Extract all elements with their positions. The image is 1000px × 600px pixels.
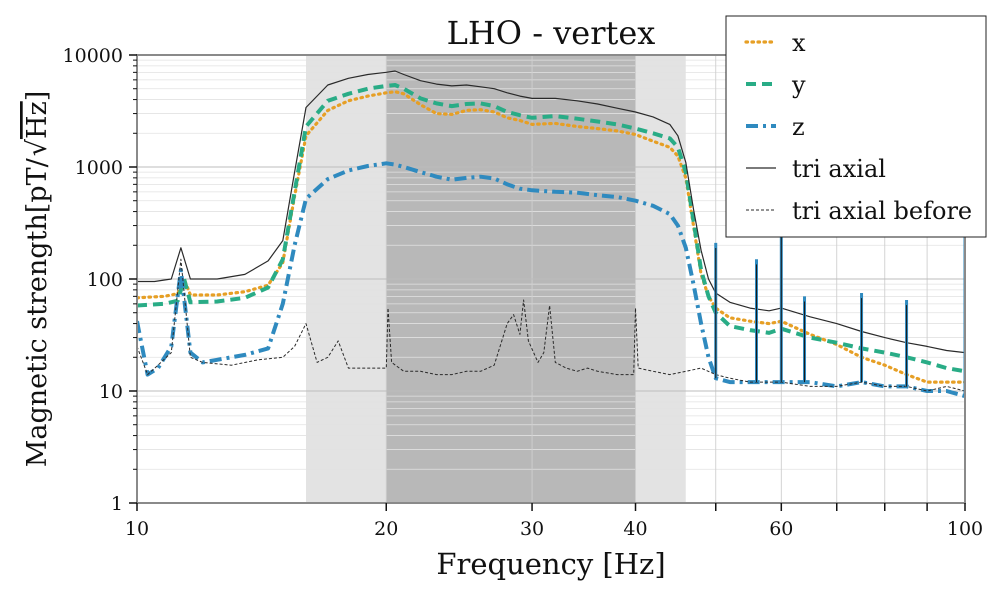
y-tick-label: 10 — [99, 381, 123, 403]
sqrt-symbol: √ — [22, 138, 53, 156]
x-tick-label: 100 — [947, 518, 983, 540]
y-axis-label-prefix: Magnetic strength[pT/ — [22, 157, 53, 467]
legend-frame — [725, 15, 987, 238]
legend-label: z — [792, 113, 805, 141]
legend-label: tri axial before — [792, 197, 972, 225]
svg-text:Magnetic strength[pT/√Hz]: Magnetic strength[pT/√Hz] — [22, 91, 53, 468]
legend-label: y — [791, 71, 806, 99]
legend-label: x — [792, 29, 806, 57]
x-axis-label: Frequency [Hz] — [436, 547, 665, 581]
x-tick-label: 10 — [125, 518, 149, 540]
legend: xyz tri axial tri axial before — [725, 15, 987, 238]
x-tick-label: 20 — [374, 518, 398, 540]
y-axis-label-radicand: Hz — [22, 101, 53, 139]
series-y — [137, 83, 965, 374]
legend-label: tri axial — [792, 155, 886, 183]
x-tick-label: 40 — [623, 518, 647, 540]
y-tick-label: 100 — [87, 269, 123, 291]
y-axis-label: Magnetic strength[pT/√Hz] — [22, 91, 53, 468]
x-tick-label: 30 — [520, 518, 544, 540]
series-tri-axial-before — [137, 258, 965, 392]
series-tri-axial — [137, 70, 965, 354]
y-tick-label: 1000 — [75, 157, 123, 179]
chart-title: LHO - vertex — [447, 14, 656, 52]
series-x — [137, 90, 965, 384]
y-axis-label-suffix: ] — [22, 91, 53, 102]
x-tick-label: 60 — [769, 518, 793, 540]
y-tick-label: 1 — [111, 493, 123, 515]
y-tick-label: 10000 — [63, 45, 123, 67]
